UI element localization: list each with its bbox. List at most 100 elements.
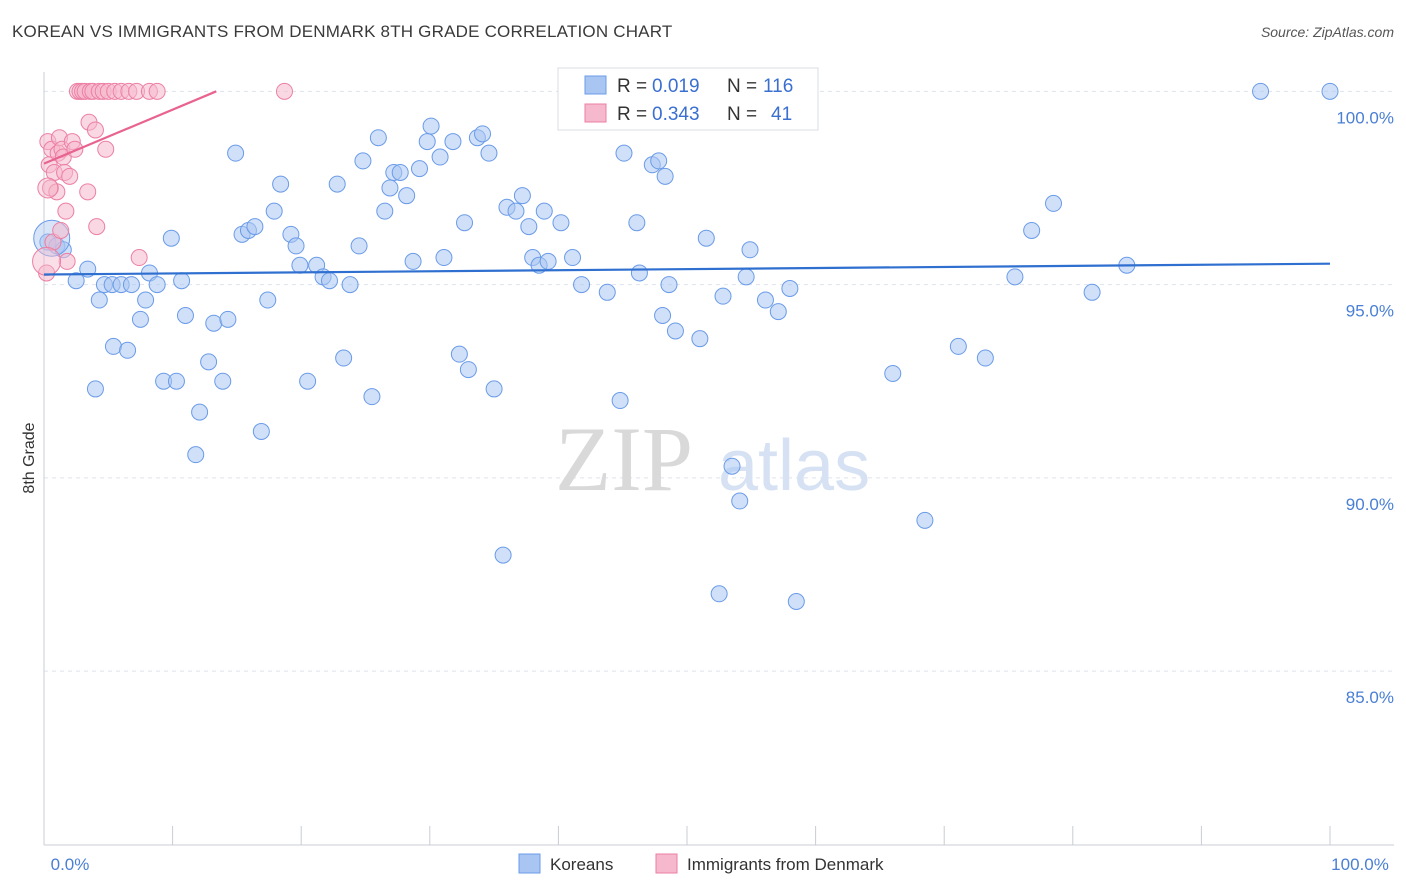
watermark-zip: ZIP	[555, 408, 693, 510]
denmark-point-cluster	[32, 246, 62, 276]
korean-point	[376, 202, 394, 220]
korean-point	[723, 457, 741, 475]
y-tick-label: 95.0%	[1346, 302, 1394, 321]
legend-denmark-swatch	[655, 853, 678, 874]
y-tick-label: 100.0%	[1336, 108, 1394, 127]
korean-point	[137, 291, 155, 309]
stats-legend: R = 0.019 N = 116 R = 0.343 N = 41	[557, 67, 819, 131]
koreans-points	[33, 82, 1339, 611]
legend-denmark-label: Immigrants from Denmark	[687, 855, 884, 874]
korean-point	[691, 330, 709, 348]
korean-point	[122, 276, 140, 294]
korean-point	[191, 403, 209, 421]
korean-point	[67, 272, 85, 290]
legend-koreans-swatch	[518, 853, 541, 874]
korean-point	[320, 272, 338, 290]
denmark-point	[148, 82, 166, 100]
korean-point	[513, 187, 531, 205]
korean-point	[354, 152, 372, 170]
y-tick-label: 85.0%	[1346, 688, 1394, 707]
x-tick-label-min: 0.0%	[51, 855, 90, 874]
korean-point	[265, 202, 283, 220]
legend-koreans-label: Koreans	[550, 855, 613, 874]
denmark-point	[97, 140, 115, 158]
korean-point	[369, 129, 387, 147]
korean-point	[1045, 194, 1063, 212]
denmark-swatch	[584, 103, 607, 123]
koreans-r-value: 0.019	[652, 76, 700, 97]
korean-point	[167, 372, 185, 390]
korean-point	[976, 349, 994, 367]
korean-point	[422, 117, 440, 135]
denmark-r-value: 0.343	[652, 104, 700, 125]
koreans-n-label: N =	[727, 76, 757, 97]
korean-point	[291, 256, 309, 274]
watermark-atlas: atlas	[718, 426, 870, 506]
korean-point	[205, 314, 223, 332]
korean-point	[507, 202, 525, 220]
korean-point	[272, 175, 290, 193]
y-axis-label: 8th Grade	[21, 422, 38, 493]
korean-point	[287, 237, 305, 255]
x-tick-label-max: 100.0%	[1331, 855, 1389, 874]
denmark-point	[275, 82, 293, 100]
korean-point	[769, 303, 787, 321]
korean-point	[666, 322, 684, 340]
korean-point	[104, 337, 122, 355]
korean-point	[1321, 82, 1339, 100]
denmark-point-cluster	[37, 177, 59, 199]
korean-point	[714, 287, 732, 305]
korean-point	[787, 593, 805, 611]
korean-point	[411, 160, 429, 178]
denmark-points	[32, 82, 293, 282]
korean-point	[148, 276, 166, 294]
denmark-point	[52, 221, 70, 239]
denmark-point	[79, 183, 97, 201]
denmark-n-label: N =	[727, 104, 757, 125]
source-credit: Source: ZipAtlas.com	[1260, 24, 1394, 40]
denmark-n-value: 41	[771, 104, 792, 125]
korean-point	[656, 167, 674, 185]
denmark-point	[57, 202, 75, 220]
denmark-point	[58, 252, 76, 270]
korean-point	[456, 214, 474, 232]
bottom-legend: Koreans Immigrants from Denmark	[518, 853, 884, 874]
koreans-swatch	[584, 75, 607, 95]
korean-point	[363, 388, 381, 406]
denmark-point	[88, 218, 106, 236]
korean-point	[552, 214, 570, 232]
denmark-r-label: R =	[617, 104, 647, 125]
korean-point	[435, 249, 453, 267]
korean-point	[381, 179, 399, 197]
korean-point	[259, 291, 277, 309]
korean-point	[173, 272, 191, 290]
korean-point	[630, 264, 648, 282]
korean-point	[459, 361, 477, 379]
watermark: ZIP atlas	[555, 408, 870, 510]
koreans-n-value: 116	[763, 76, 793, 97]
korean-point	[431, 148, 449, 166]
korean-point	[214, 372, 232, 390]
korean-point	[737, 268, 755, 286]
korean-point	[480, 144, 498, 162]
korean-point	[598, 283, 616, 301]
korean-point	[341, 276, 359, 294]
korean-point	[418, 133, 436, 151]
korean-point	[1006, 268, 1024, 286]
korean-point	[335, 349, 353, 367]
denmark-point	[61, 167, 79, 185]
korean-point	[1083, 283, 1101, 301]
korean-point	[404, 252, 422, 270]
korean-point	[564, 249, 582, 267]
korean-point	[328, 175, 346, 193]
korean-point	[485, 380, 503, 398]
denmark-point	[130, 249, 148, 267]
korean-point	[187, 446, 205, 464]
trend-lines	[43, 90, 1331, 276]
korean-point	[628, 214, 646, 232]
chart-title: KOREAN VS IMMIGRANTS FROM DENMARK 8TH GR…	[12, 22, 673, 41]
korean-point	[474, 125, 492, 143]
korean-point	[573, 276, 591, 294]
korean-point	[949, 337, 967, 355]
